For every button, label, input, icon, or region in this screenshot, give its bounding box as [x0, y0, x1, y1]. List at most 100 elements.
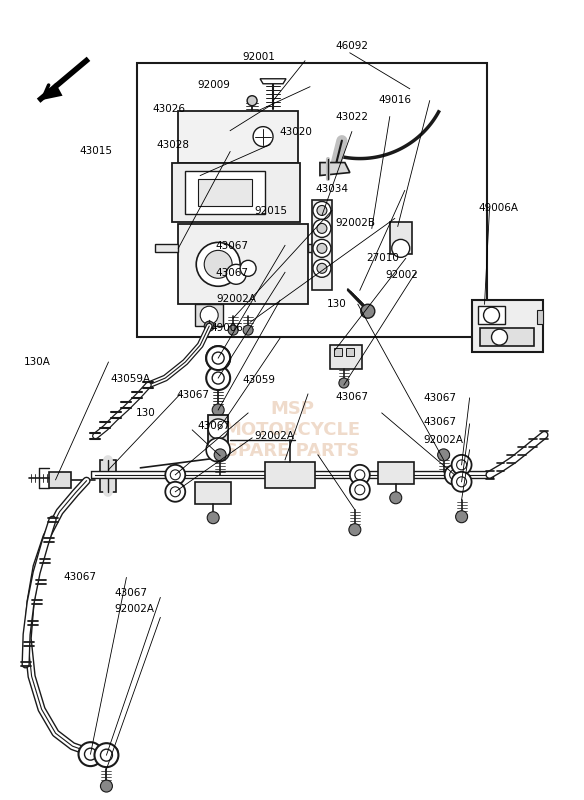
Circle shape [317, 223, 327, 234]
Text: 43067: 43067 [64, 572, 96, 582]
Circle shape [390, 492, 402, 504]
Text: 43067: 43067 [215, 241, 248, 251]
Text: 92002: 92002 [385, 270, 418, 280]
Text: 43067: 43067 [336, 392, 369, 402]
Bar [185, 170, 265, 214]
Text: 92002B: 92002B [336, 218, 376, 228]
Circle shape [317, 263, 327, 274]
Bar [471, 300, 543, 352]
Bar [265, 462, 315, 488]
Circle shape [206, 346, 230, 370]
Bar [312, 201, 332, 290]
Bar [195, 304, 223, 326]
Bar [537, 310, 543, 324]
Circle shape [484, 307, 499, 323]
Polygon shape [320, 162, 350, 175]
Circle shape [313, 219, 331, 238]
Bar [48, 472, 71, 488]
Circle shape [451, 455, 471, 475]
Circle shape [355, 485, 365, 494]
Circle shape [392, 239, 410, 258]
Bar [346, 348, 354, 356]
Circle shape [451, 472, 471, 492]
Text: 92002A: 92002A [114, 604, 154, 614]
Circle shape [450, 470, 460, 480]
Circle shape [212, 372, 224, 384]
Text: 43067: 43067 [197, 421, 231, 430]
Text: 92001: 92001 [242, 52, 275, 62]
Bar [479, 328, 534, 346]
Circle shape [457, 477, 467, 486]
Text: 92002A: 92002A [423, 435, 464, 445]
Circle shape [456, 510, 468, 522]
Circle shape [196, 242, 240, 286]
Circle shape [95, 743, 119, 767]
Circle shape [247, 96, 257, 106]
Circle shape [457, 460, 467, 470]
Circle shape [437, 449, 450, 461]
Circle shape [214, 449, 226, 461]
Text: 43067: 43067 [176, 390, 210, 400]
Circle shape [313, 239, 331, 258]
Bar [378, 462, 413, 484]
Text: 43034: 43034 [315, 184, 348, 194]
Polygon shape [308, 244, 318, 252]
Circle shape [339, 378, 349, 388]
Bar [178, 225, 308, 304]
Circle shape [171, 486, 180, 497]
Circle shape [444, 465, 465, 485]
Polygon shape [155, 244, 178, 252]
Text: 92015: 92015 [254, 206, 287, 216]
Circle shape [492, 329, 507, 345]
Circle shape [206, 366, 230, 390]
Text: 43059A: 43059A [110, 374, 150, 384]
Circle shape [85, 748, 96, 760]
Text: 43022: 43022 [336, 112, 369, 122]
Circle shape [317, 206, 327, 215]
Circle shape [200, 306, 218, 324]
Circle shape [206, 346, 230, 370]
Bar [137, 63, 486, 337]
Circle shape [313, 202, 331, 219]
Circle shape [204, 321, 214, 331]
Bar [390, 222, 412, 254]
Circle shape [226, 264, 246, 284]
Text: 130: 130 [327, 299, 347, 310]
Circle shape [165, 482, 185, 502]
Text: 27010: 27010 [367, 253, 399, 263]
Text: 43028: 43028 [157, 140, 190, 150]
Circle shape [100, 780, 113, 792]
Circle shape [243, 325, 253, 335]
Text: 92009: 92009 [197, 80, 231, 90]
Circle shape [253, 126, 273, 146]
Circle shape [204, 250, 232, 278]
Polygon shape [39, 82, 62, 101]
Circle shape [212, 404, 224, 416]
Text: 43067: 43067 [423, 418, 457, 427]
Text: 49006A: 49006A [478, 203, 519, 214]
Circle shape [313, 259, 331, 278]
Circle shape [349, 524, 361, 536]
Bar [198, 178, 252, 206]
Circle shape [212, 352, 224, 364]
Circle shape [355, 470, 365, 480]
Text: 49006: 49006 [210, 323, 244, 333]
Circle shape [350, 480, 370, 500]
Text: 43059: 43059 [242, 375, 276, 385]
Text: 130: 130 [136, 408, 155, 418]
Text: 92002A: 92002A [216, 294, 256, 304]
Text: 43020: 43020 [279, 127, 312, 137]
Bar [195, 482, 231, 504]
Text: MSP
MOTORCYCLE
SPARE PARTS: MSP MOTORCYCLE SPARE PARTS [224, 400, 360, 460]
Circle shape [100, 749, 113, 761]
Circle shape [78, 742, 102, 766]
Text: 92002A: 92002A [254, 431, 294, 441]
Circle shape [240, 260, 256, 276]
Bar [178, 110, 298, 162]
Text: 43067: 43067 [423, 394, 457, 403]
Polygon shape [260, 78, 286, 84]
Text: 49016: 49016 [378, 95, 411, 105]
Bar [100, 460, 116, 492]
Circle shape [207, 512, 219, 524]
Bar [334, 348, 342, 356]
